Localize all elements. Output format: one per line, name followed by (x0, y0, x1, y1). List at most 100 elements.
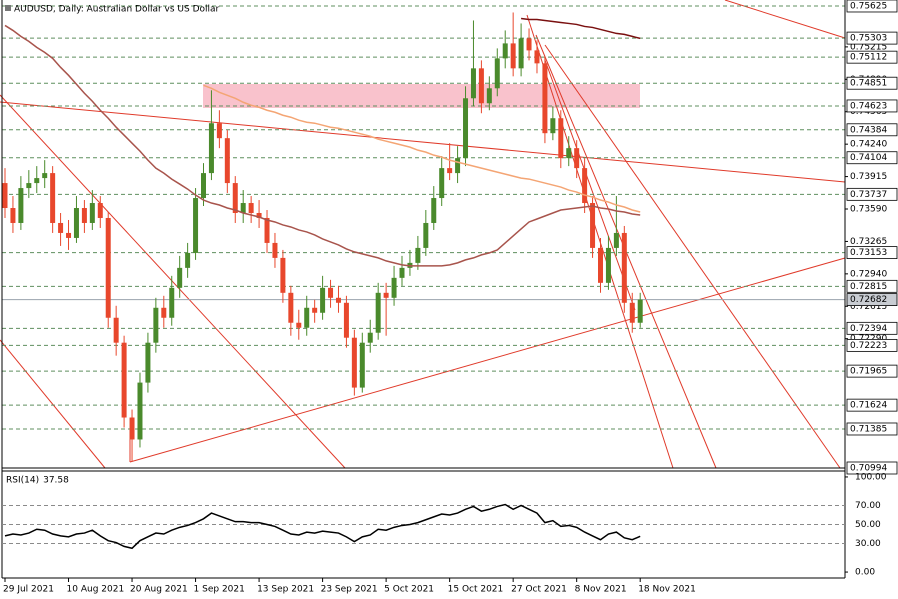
last-price-box (846, 293, 898, 306)
level-label: 0.72394 (850, 324, 887, 334)
level-label: 0.74623 (850, 101, 887, 111)
candle-body (510, 43, 516, 69)
candle-body (137, 382, 143, 440)
candle-body (208, 123, 214, 174)
candle-body (272, 242, 278, 258)
candle-body (383, 292, 389, 298)
candle-body (256, 212, 262, 218)
candle-body (423, 222, 429, 248)
level-label: 0.73153 (850, 248, 887, 258)
moving-average (521, 17, 641, 40)
level-label: 0.71624 (850, 401, 887, 411)
candle-body (113, 317, 119, 343)
candle-body (153, 307, 159, 343)
candle-body (613, 232, 619, 248)
candle-body (534, 50, 540, 64)
level-box (846, 50, 898, 64)
candle-body (391, 277, 397, 298)
level-label: 0.74104 (850, 153, 887, 163)
rsi-tick-label: 70.00 (855, 501, 881, 511)
candle-body (280, 257, 286, 293)
candle-body (193, 198, 199, 253)
zone (203, 84, 640, 108)
candle-body (526, 38, 532, 51)
moving-average (4, 24, 641, 267)
candle-body (431, 198, 437, 223)
level-label: 0.75303 (850, 34, 887, 44)
candle-body (439, 168, 445, 199)
last-price-label: 0.72682 (850, 295, 887, 305)
x-tick-label: 20 Aug 2021 (130, 585, 188, 595)
candle-body (470, 68, 476, 99)
level-box (846, 321, 898, 335)
candle-body (550, 118, 556, 134)
candle-body (89, 203, 95, 223)
trendline (544, 44, 841, 469)
candle-body (240, 203, 246, 213)
candle-body (343, 302, 349, 338)
trendline (129, 257, 846, 463)
level-label: 0.71385 (850, 424, 887, 434)
candle-body (566, 148, 572, 159)
level-label: 0.72815 (850, 282, 887, 292)
candle-body (320, 287, 326, 313)
level-label: 0.75112 (850, 53, 887, 63)
candle-body (224, 138, 230, 184)
candle-body (97, 203, 103, 218)
plot (2, 5, 845, 469)
candle-body (81, 208, 87, 223)
candle-body (518, 38, 524, 69)
candle-body (105, 217, 111, 318)
candle-body (621, 232, 627, 303)
rsi-tick-label: 30.00 (855, 539, 881, 549)
level-box (846, 151, 898, 165)
candle-body (58, 222, 64, 233)
y-tick-label: 0.73590 (850, 205, 887, 215)
candle-body (177, 267, 183, 288)
candle-body (18, 188, 24, 223)
candle-body (169, 287, 175, 318)
x-tick-label: 29 Jul 2021 (3, 585, 54, 595)
chart-title: AUDUSD, Daily: Australian Dollar vs US D… (14, 5, 220, 15)
level-label: 0.72223 (850, 341, 887, 351)
candle-body (351, 337, 357, 388)
level-box (846, 461, 898, 475)
icon (5, 5, 11, 11)
candle-body (304, 307, 310, 328)
level-box (846, 99, 898, 113)
level-box (846, 123, 898, 137)
trendline (0, 101, 846, 183)
x-tick-label: 27 Oct 2021 (511, 585, 567, 595)
x-tick-label: 23 Sep 2021 (321, 585, 378, 595)
level-box (846, 76, 898, 90)
candle-body (264, 217, 270, 243)
candle-body (50, 173, 56, 223)
trendline (544, 59, 636, 311)
candle-body (121, 342, 127, 418)
level-box (846, 364, 898, 378)
candle-body (359, 342, 365, 388)
level-box (846, 338, 898, 352)
trendline (0, 94, 346, 469)
candle-body (42, 173, 48, 179)
x-tick-label: 1 Sep 2021 (194, 585, 245, 595)
candle-body (367, 332, 373, 343)
candle-body (494, 58, 500, 89)
level-box (846, 279, 898, 293)
y-tick-label: 0.73915 (850, 172, 887, 182)
candle-body (161, 307, 167, 318)
candle-body (558, 118, 564, 159)
candle-body (542, 63, 548, 134)
x-tick-label: 8 Nov 2021 (575, 585, 627, 595)
candle-body (478, 68, 484, 104)
y-tick-label: 0.73265 (850, 237, 887, 247)
candle-body (629, 302, 635, 323)
level-box (846, 246, 898, 260)
candle-body (375, 292, 381, 333)
candle-body (605, 247, 611, 283)
level-label: 0.74384 (850, 125, 887, 135)
rsi-tick-label: 50.00 (855, 520, 881, 530)
level-label: 0.74851 (850, 79, 887, 89)
candle-body (185, 252, 191, 268)
candle-body (598, 247, 603, 283)
